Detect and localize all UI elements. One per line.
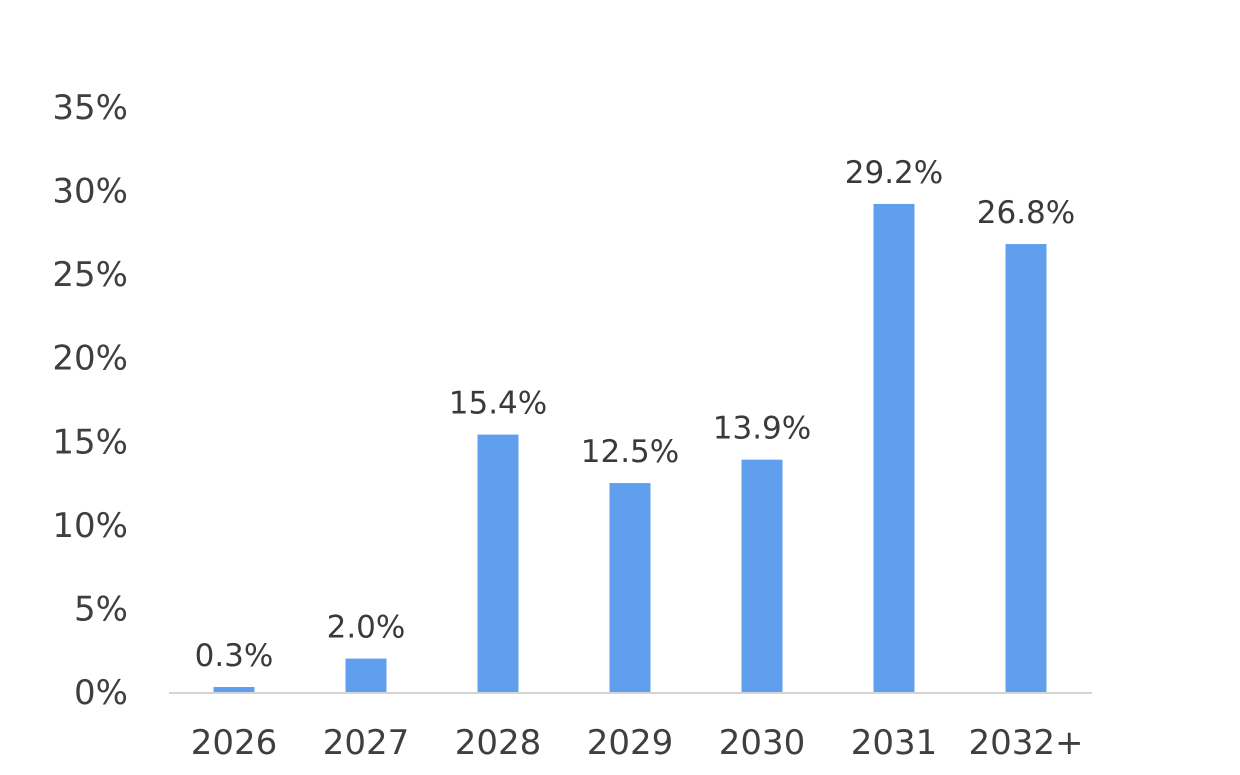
data-label: 15.4% [449,386,547,422]
x-tick-label: 2031 [851,723,938,763]
data-label: 13.9% [713,411,811,447]
x-tick-label: 2028 [455,723,542,763]
data-label: 2.0% [327,610,406,646]
data-label: 29.2% [845,155,943,191]
data-label: 0.3% [195,638,274,674]
y-tick-label: 10% [52,506,128,546]
bar-2031 [873,203,915,692]
y-tick-label: 0% [74,673,128,713]
data-label: 12.5% [581,434,679,470]
y-tick-label: 15% [52,422,128,462]
y-tick-label: 5% [74,589,128,629]
bar-2029 [609,483,651,692]
bar-2032-plus [1005,244,1047,693]
x-tick-label: 2030 [719,723,806,763]
y-tick-label: 30% [52,172,128,212]
bar-2027 [345,658,387,692]
x-tick-label: 2032+ [968,723,1083,763]
bar-2026 [213,686,255,692]
bar-2030 [741,459,783,692]
y-tick-label: 25% [52,255,128,295]
y-tick-label: 35% [52,88,128,128]
x-tick-label: 2027 [323,723,410,763]
y-tick-label: 20% [52,339,128,379]
x-tick-label: 2029 [587,723,674,763]
bar-2028 [477,434,519,692]
data-label: 26.8% [977,195,1075,231]
x-tick-label: 2026 [191,723,278,763]
